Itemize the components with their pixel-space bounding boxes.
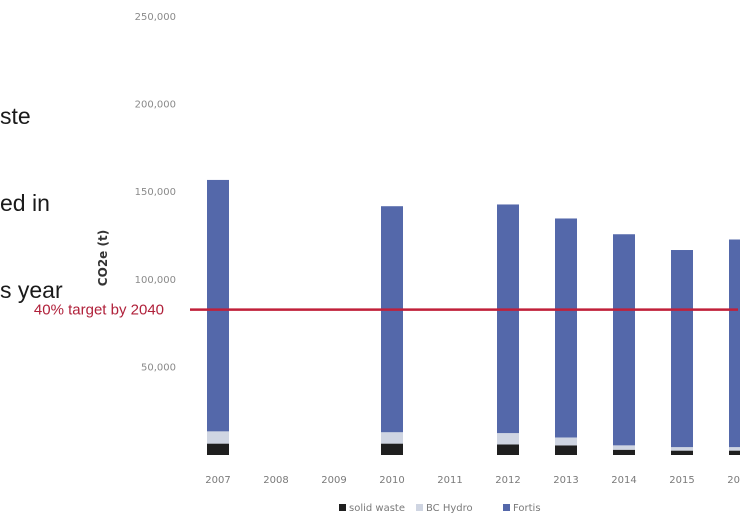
x-tick-label: 2013 bbox=[553, 475, 578, 486]
bar-segment bbox=[381, 206, 403, 432]
y-axis-label: CO2e (t) bbox=[96, 230, 110, 286]
bar-segment bbox=[381, 444, 403, 455]
bar-segment bbox=[555, 218, 577, 437]
bar-segment bbox=[671, 451, 693, 455]
x-axis-ticks: 2007 2008 2009 2010 2011 2012 2013 2014 2015 2016 bbox=[205, 475, 740, 486]
bar-segment bbox=[207, 431, 229, 443]
bar-segment bbox=[729, 240, 740, 448]
bars bbox=[207, 180, 740, 455]
bar-segment bbox=[613, 450, 635, 455]
bar-segment bbox=[207, 444, 229, 455]
legend-swatch bbox=[339, 504, 346, 511]
legend-label: BC Hydro bbox=[426, 503, 473, 514]
bar-segment bbox=[729, 451, 740, 455]
x-tick-label: 2008 bbox=[263, 475, 288, 486]
bar-segment bbox=[613, 234, 635, 445]
bar-segment bbox=[671, 447, 693, 451]
x-tick-label: 2011 bbox=[437, 475, 462, 486]
legend: solid waste BC Hydro Fortis bbox=[339, 503, 541, 514]
bar-segment bbox=[555, 437, 577, 445]
y-tick-label: 150,000 bbox=[135, 187, 176, 198]
x-tick-label: 2014 bbox=[611, 475, 636, 486]
legend-label: solid waste bbox=[349, 503, 405, 514]
bar-segment bbox=[497, 204, 519, 433]
x-tick-label: 2015 bbox=[669, 475, 694, 486]
x-tick-label: 2010 bbox=[379, 475, 404, 486]
bar-segment bbox=[555, 445, 577, 455]
x-tick-label: 2016 bbox=[727, 475, 740, 486]
y-axis-ticks: 250,000 200,000 150,000 100,000 50,000 bbox=[135, 12, 176, 373]
x-tick-label: 2012 bbox=[495, 475, 520, 486]
y-tick-label: 50,000 bbox=[141, 362, 176, 373]
x-tick-label: 2007 bbox=[205, 475, 230, 486]
bar-segment bbox=[729, 447, 740, 451]
target-label: 40% target by 2040 bbox=[34, 302, 164, 319]
bar-segment bbox=[207, 180, 229, 431]
bar-segment bbox=[497, 444, 519, 455]
bar-segment bbox=[613, 445, 635, 449]
y-tick-label: 250,000 bbox=[135, 12, 176, 23]
bar-segment bbox=[497, 433, 519, 444]
legend-label: Fortis bbox=[513, 503, 541, 514]
y-tick-label: 200,000 bbox=[135, 100, 176, 111]
bar-segment bbox=[671, 250, 693, 447]
bar-segment bbox=[381, 432, 403, 443]
legend-swatch bbox=[503, 504, 510, 511]
y-tick-label: 100,000 bbox=[135, 275, 176, 286]
x-tick-label: 2009 bbox=[321, 475, 346, 486]
legend-swatch bbox=[416, 504, 423, 511]
